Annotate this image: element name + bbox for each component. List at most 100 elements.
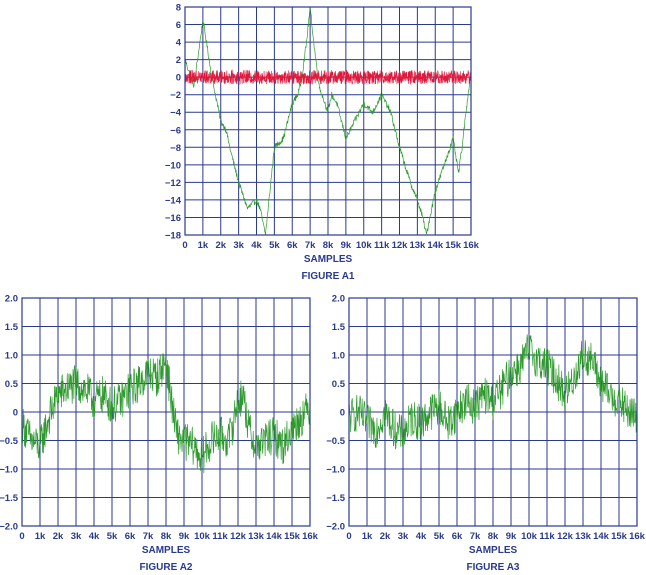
chart-figure-a2: 0 1k 2k 3k 4k 5k 6k 7k 8k 9k 10k 11k 12k 13k 14k 15k 16k… <box>0 294 319 574</box>
y-tick-label: −4 <box>170 108 182 119</box>
x-tick-label: 1k <box>198 240 209 251</box>
grid <box>21 297 311 527</box>
x-tick-label: 4k <box>416 531 427 542</box>
y-tick-label: −10 <box>165 160 181 171</box>
y-tick-label: 1.0 <box>332 351 345 362</box>
figure-caption: FIGURE A2 <box>140 562 193 573</box>
x-tick-label: 7k <box>143 531 154 542</box>
chart-figure-a3: 0 1k 2k 3k 4k 5k 6k 7k 8k 9k 10k 11k 12k 13k 14k 15k 16k… <box>326 294 645 574</box>
x-tick-label: 16k <box>463 240 480 251</box>
x-tick-label: 12k <box>557 531 574 542</box>
y-tick-label: −2.0 <box>326 522 345 533</box>
x-tick-label: 2k <box>380 531 391 542</box>
x-tick-label: 10k <box>521 531 538 542</box>
x-tick-label: 8k <box>161 531 172 542</box>
x-tick-label: 9k <box>506 531 517 542</box>
plot-frame <box>348 297 638 527</box>
x-tick-label: 9k <box>179 531 190 542</box>
y-tick-label: 1.5 <box>5 322 19 333</box>
series-line-green <box>21 353 311 474</box>
plot-frame <box>184 6 472 236</box>
y-tick-label: 4 <box>176 38 182 49</box>
plot-frame <box>21 297 311 527</box>
y-tick-label: −0.5 <box>326 436 345 447</box>
y-tick-label: 1.5 <box>332 322 346 333</box>
x-tick-label: 4k <box>89 531 100 542</box>
x-tick-label: 1k <box>362 531 373 542</box>
y-tick-label: 1.0 <box>5 351 18 362</box>
y-tick-label: −12 <box>165 178 181 189</box>
x-tick-label: 11k <box>212 531 228 542</box>
y-tick-label: −1.0 <box>0 465 18 476</box>
x-tick-label: 13k <box>409 240 426 251</box>
figure-caption: FIGURE A1 <box>302 271 355 282</box>
x-tick-label: 3k <box>398 531 409 542</box>
x-tick-label: 6k <box>452 531 463 542</box>
y-tick-label: −0.5 <box>0 436 19 447</box>
y-tick-label: −14 <box>165 195 182 206</box>
x-tick-label: 5k <box>434 531 445 542</box>
x-tick-label: 14k <box>266 531 283 542</box>
y-tick-label: −16 <box>165 213 181 224</box>
x-tick-label: 15k <box>445 240 462 251</box>
series-line-green <box>184 6 472 236</box>
x-axis-label: SAMPLES <box>304 254 353 265</box>
x-tick-label: 16k <box>302 531 319 542</box>
chart-figure-a1: 0 1k 2k 3k 4k 5k 6k 7k 8k 9k 10k 11k 12k 13k 14k 15k 16k… <box>165 3 480 283</box>
y-tick-label: −18 <box>165 231 181 242</box>
x-tick-label: 9k <box>341 240 352 251</box>
x-tick-label: 14k <box>593 531 610 542</box>
y-tick-label: 2.0 <box>332 294 345 305</box>
x-tick-label: 3k <box>71 531 82 542</box>
x-tick-label: 16k <box>629 531 646 542</box>
y-tick-label: 2.0 <box>5 294 18 305</box>
x-tick-label: 3k <box>233 240 244 251</box>
y-tick-label: −6 <box>170 125 181 136</box>
x-tick-label: 10k <box>356 240 373 251</box>
x-tick-label: 12k <box>230 531 247 542</box>
x-axis-label: SAMPLES <box>469 545 518 556</box>
y-tick-label: −1.5 <box>0 493 19 504</box>
y-tick-label: −1.5 <box>326 493 345 504</box>
y-tick-label: 0.5 <box>332 379 346 390</box>
x-tick-label: 11k <box>539 531 555 542</box>
series-line-green <box>348 333 638 450</box>
x-tick-label: 7k <box>305 240 316 251</box>
x-axis-label: SAMPLES <box>142 545 191 556</box>
x-tick-label: 15k <box>611 531 628 542</box>
x-tick-label: 6k <box>287 240 298 251</box>
x-tick-label: 12k <box>392 240 409 251</box>
y-tick-label: −1.0 <box>326 465 345 476</box>
x-tick-label: 8k <box>323 240 334 251</box>
series-line-red <box>184 69 472 86</box>
y-tick-label: 6 <box>176 20 181 31</box>
x-tick-label: 4k <box>251 240 262 251</box>
x-tick-label: 0 <box>19 531 24 542</box>
x-tick-label: 2k <box>53 531 64 542</box>
y-tick-label: −2.0 <box>0 522 18 533</box>
y-tick-label: −8 <box>170 143 181 154</box>
x-tick-label: 14k <box>427 240 444 251</box>
grid <box>184 6 472 236</box>
y-tick-label: −2 <box>170 90 181 101</box>
x-tick-label: 10k <box>194 531 211 542</box>
y-tick-label: 2 <box>176 55 181 66</box>
y-tick-label: 8 <box>176 3 181 14</box>
x-tick-label: 0 <box>346 531 351 542</box>
x-tick-label: 5k <box>107 531 118 542</box>
x-tick-label: 1k <box>35 531 46 542</box>
y-tick-label: 0 <box>176 73 181 84</box>
x-tick-label: 13k <box>248 531 265 542</box>
x-tick-label: 15k <box>284 531 301 542</box>
y-tick-label: 0 <box>340 408 345 419</box>
x-tick-label: 8k <box>488 531 499 542</box>
x-tick-label: 7k <box>470 531 481 542</box>
x-tick-label: 13k <box>575 531 592 542</box>
figure-caption: FIGURE A3 <box>467 562 520 573</box>
y-tick-label: 0 <box>13 408 18 419</box>
x-tick-label: 5k <box>269 240 280 251</box>
x-tick-label: 6k <box>125 531 136 542</box>
x-tick-label: 11k <box>374 240 390 251</box>
x-tick-label: 0 <box>182 240 187 251</box>
